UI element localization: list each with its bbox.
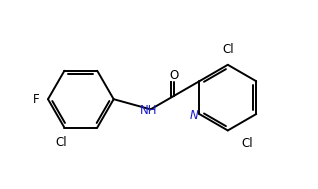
Text: NH: NH bbox=[140, 104, 158, 117]
Text: F: F bbox=[33, 93, 39, 106]
Text: N: N bbox=[189, 109, 198, 122]
Text: Cl: Cl bbox=[222, 43, 234, 56]
Text: O: O bbox=[169, 69, 179, 82]
Text: Cl: Cl bbox=[55, 136, 67, 149]
Text: Cl: Cl bbox=[241, 137, 252, 150]
